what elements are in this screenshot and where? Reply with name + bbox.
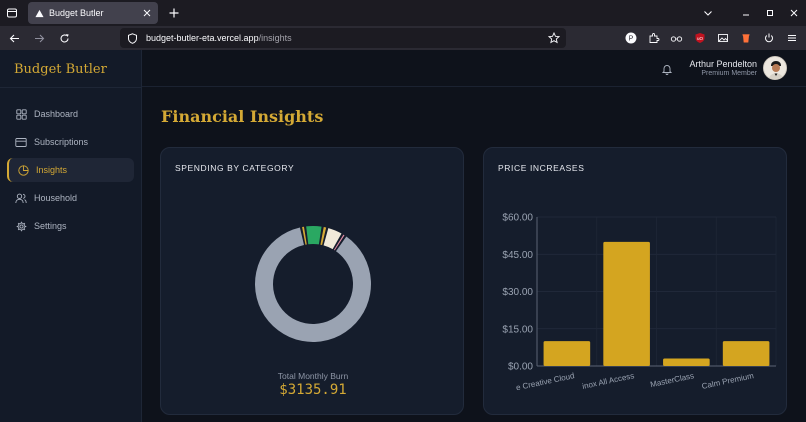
extension-p-icon[interactable]: P [620,28,641,48]
user-role: Premium Member [701,70,757,77]
sidebar-item-label: Subscriptions [34,137,89,147]
dashboard-icon [15,108,27,120]
sidebar-item-label: Dashboard [34,109,79,119]
sidebar-item-subscriptions[interactable]: Subscriptions [7,130,134,154]
app-root: Budget Butler Dashboard Subscriptions In… [0,50,806,422]
trash-extension-icon[interactable] [735,28,756,48]
image-icon[interactable] [712,28,733,48]
x-tick-label: inox All Access [581,371,635,391]
x-tick-label: Calm Premium [701,371,755,391]
bar[interactable] [663,358,710,366]
user-name: Arthur Pendelton [689,59,757,69]
donut-slice[interactable] [302,226,307,245]
users-icon [15,192,27,204]
maximize-icon[interactable] [758,1,782,25]
gear-icon [15,220,27,232]
brand-divider [0,87,142,88]
bell-icon[interactable] [661,62,673,75]
close-window-icon[interactable] [782,1,806,25]
spending-by-category-card: SPENDING BY CATEGORY Total Monthly Burn … [160,147,464,415]
donut-slice[interactable] [306,226,322,245]
minimize-icon[interactable] [734,1,758,25]
y-tick-label: $15.00 [502,324,533,335]
triangle-icon [34,8,44,18]
pie-chart-icon [17,164,29,176]
shield-icon[interactable] [126,32,138,44]
ublock-icon[interactable]: uO [689,28,710,48]
sidebar-item-label: Insights [36,165,68,175]
sidebar-item-label: Household [34,193,78,203]
svg-text:uO: uO [696,36,703,41]
sidebar-item-label: Settings [34,221,67,231]
y-tick-label: $0.00 [508,362,533,373]
card-title: SPENDING BY CATEGORY [175,163,295,173]
window-controls [696,0,806,26]
bar[interactable] [543,341,591,366]
bar[interactable] [722,341,770,366]
url-host: budget-butler-eta.vercel.app [146,33,259,43]
toolbar-extensions: P uO [620,28,802,48]
x-tick-label: e Creative Cloud [515,371,575,392]
card-icon [15,136,27,148]
donut-slice[interactable] [323,228,342,250]
total-value: $3135.91 [279,382,347,398]
browser-navbar: budget-butler-eta.vercel.app/insights P … [0,26,806,50]
x-tick-label: MasterClass [649,371,694,389]
donut-slice[interactable] [333,234,345,251]
sidebar-item-household[interactable]: Household [7,186,134,210]
avatar[interactable] [763,56,787,80]
spending-donut-chart [255,226,371,342]
y-tick-label: $30.00 [502,287,533,298]
total-label: Total Monthly Burn [277,371,349,381]
sidebar-item-dashboard[interactable]: Dashboard [7,102,134,126]
puzzle-icon[interactable] [643,28,664,48]
close-tab-icon[interactable] [142,8,152,18]
tab-title: Budget Butler [49,8,104,18]
sidebar-item-insights[interactable]: Insights [7,158,134,182]
glasses-icon[interactable] [666,28,687,48]
top-bar: Arthur Pendelton Premium Member [142,50,806,87]
browser-tab-strip: Budget Butler [0,0,806,26]
browser-tab[interactable]: Budget Butler [28,2,158,24]
brand-logo-text[interactable]: Budget Butler [14,62,107,77]
forward-icon[interactable] [28,27,50,49]
chevron-down-icon[interactable] [696,1,720,25]
donut-slice[interactable] [320,227,327,246]
hamburger-menu-icon[interactable] [781,28,802,48]
tab-list-icon[interactable] [0,1,24,25]
y-tick-label: $60.00 [502,213,533,224]
price-increases-bar-chart: $0.00 $15.00 $30.00 $45.00 $60.00 e Creative … [502,213,777,392]
svg-text:P: P [628,36,633,43]
donut-slice[interactable] [255,227,371,342]
reload-icon[interactable] [53,27,75,49]
price-increases-card: PRICE INCREASES $0.00 $15.00 $30.00 $45.00 $… [483,147,787,415]
sidebar: Budget Butler Dashboard Subscriptions In… [0,50,142,422]
card-title: PRICE INCREASES [498,163,585,173]
power-icon[interactable] [758,28,779,48]
page-title: Financial Insights [161,107,324,126]
bar[interactable] [603,241,650,366]
bookmark-star-icon[interactable] [547,31,561,44]
back-icon[interactable] [3,27,25,49]
y-tick-label: $45.00 [502,250,533,261]
url-bar[interactable]: budget-butler-eta.vercel.app/insights [120,28,566,48]
sidebar-item-settings[interactable]: Settings [7,214,134,238]
new-tab-icon[interactable] [166,5,182,21]
url-path: /insights [258,33,292,43]
